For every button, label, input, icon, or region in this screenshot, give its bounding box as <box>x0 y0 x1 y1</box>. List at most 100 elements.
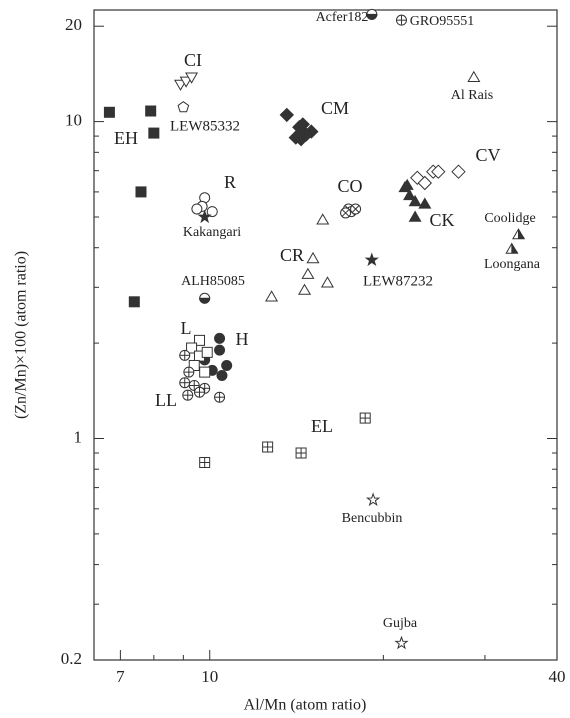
x-axis-label: Al/Mn (atom ratio) <box>244 697 367 714</box>
y-tick-label: 1 <box>74 427 83 446</box>
marker-diamond <box>298 127 314 142</box>
marker-star <box>394 635 409 650</box>
marker-circle <box>214 344 226 356</box>
point <box>417 175 433 191</box>
point <box>365 492 381 507</box>
point <box>179 377 191 389</box>
point <box>214 391 226 403</box>
y-axis-label: (Zn/Mn)×100 (atom ratio) <box>13 251 30 419</box>
point <box>364 252 379 267</box>
point <box>408 194 422 207</box>
point <box>214 344 226 356</box>
point <box>182 389 194 401</box>
marker-circle <box>214 332 226 344</box>
marker-diamond <box>451 164 466 179</box>
point <box>505 242 519 254</box>
marker-half <box>199 297 211 304</box>
marker-triangle <box>408 194 422 207</box>
point <box>199 366 211 378</box>
marker-pentagon <box>177 101 190 113</box>
x-tick-label: 10 <box>201 667 218 686</box>
point <box>451 164 466 179</box>
group-label: CI <box>184 50 202 70</box>
point <box>320 276 334 288</box>
point <box>408 210 422 222</box>
marker-triangle <box>467 70 481 82</box>
group-label: CO <box>337 176 362 196</box>
group-label: CM <box>321 98 349 118</box>
point <box>199 456 211 468</box>
group-label: R <box>224 172 236 192</box>
marker-star <box>197 209 212 224</box>
point <box>177 101 190 113</box>
marker-circle <box>191 203 203 215</box>
group-label: EH <box>114 128 138 148</box>
point <box>316 213 330 225</box>
marker-square <box>194 334 206 346</box>
marker-triangle <box>408 210 422 222</box>
group-label: L <box>181 318 192 338</box>
point <box>431 164 446 179</box>
point <box>301 267 315 279</box>
marker-triangle <box>320 276 334 288</box>
point <box>512 228 525 240</box>
marker-square <box>186 342 198 354</box>
point <box>298 127 314 142</box>
group-label: CK <box>429 210 454 230</box>
group-label: ALH85085 <box>181 274 245 289</box>
point <box>418 197 432 209</box>
marker-triangle <box>185 72 199 84</box>
marker-diamond <box>279 107 295 123</box>
group-label: Al Rais <box>451 88 493 103</box>
group-label: Acfer182 <box>316 10 369 25</box>
point <box>214 332 226 344</box>
group-label: LEW85332 <box>170 118 240 134</box>
point <box>221 359 233 371</box>
y-tick-label: 10 <box>65 111 82 130</box>
marker-square <box>201 346 213 358</box>
group-label: Bencubbin <box>342 511 403 526</box>
marker-cross <box>341 209 350 217</box>
marker-square <box>145 105 157 117</box>
point <box>265 290 279 302</box>
marker-star <box>364 252 379 267</box>
point <box>148 127 160 139</box>
marker-diamond <box>417 175 433 191</box>
marker-square <box>148 127 160 139</box>
marker-cross <box>351 205 360 213</box>
point <box>185 72 199 84</box>
marker-square <box>199 366 211 378</box>
marker-square <box>128 296 140 308</box>
point <box>359 412 371 424</box>
marker-half <box>511 242 519 254</box>
point <box>179 349 191 361</box>
point <box>306 251 320 264</box>
marker-triangle <box>179 76 193 88</box>
point <box>298 283 312 295</box>
group-label: LEW87232 <box>363 273 433 289</box>
point <box>201 346 213 358</box>
point <box>186 342 198 354</box>
point <box>194 386 206 398</box>
marker-circle <box>221 359 233 371</box>
marker-triangle <box>301 267 315 279</box>
marker-triangle <box>265 290 279 302</box>
marker-square <box>188 359 200 371</box>
point <box>262 441 274 453</box>
x-tick-label: 40 <box>549 667 566 686</box>
marker-square <box>135 186 147 198</box>
marker-triangle <box>316 213 330 225</box>
point <box>197 209 212 224</box>
group-label: Loongana <box>484 257 541 272</box>
point <box>206 206 218 218</box>
marker-square <box>103 106 115 118</box>
point <box>366 8 378 20</box>
marker-half <box>517 228 525 239</box>
point <box>350 203 362 215</box>
point <box>295 447 307 459</box>
group-label: H <box>236 329 249 349</box>
point <box>394 635 409 650</box>
point <box>467 70 481 82</box>
point <box>216 370 228 382</box>
point <box>135 186 147 198</box>
